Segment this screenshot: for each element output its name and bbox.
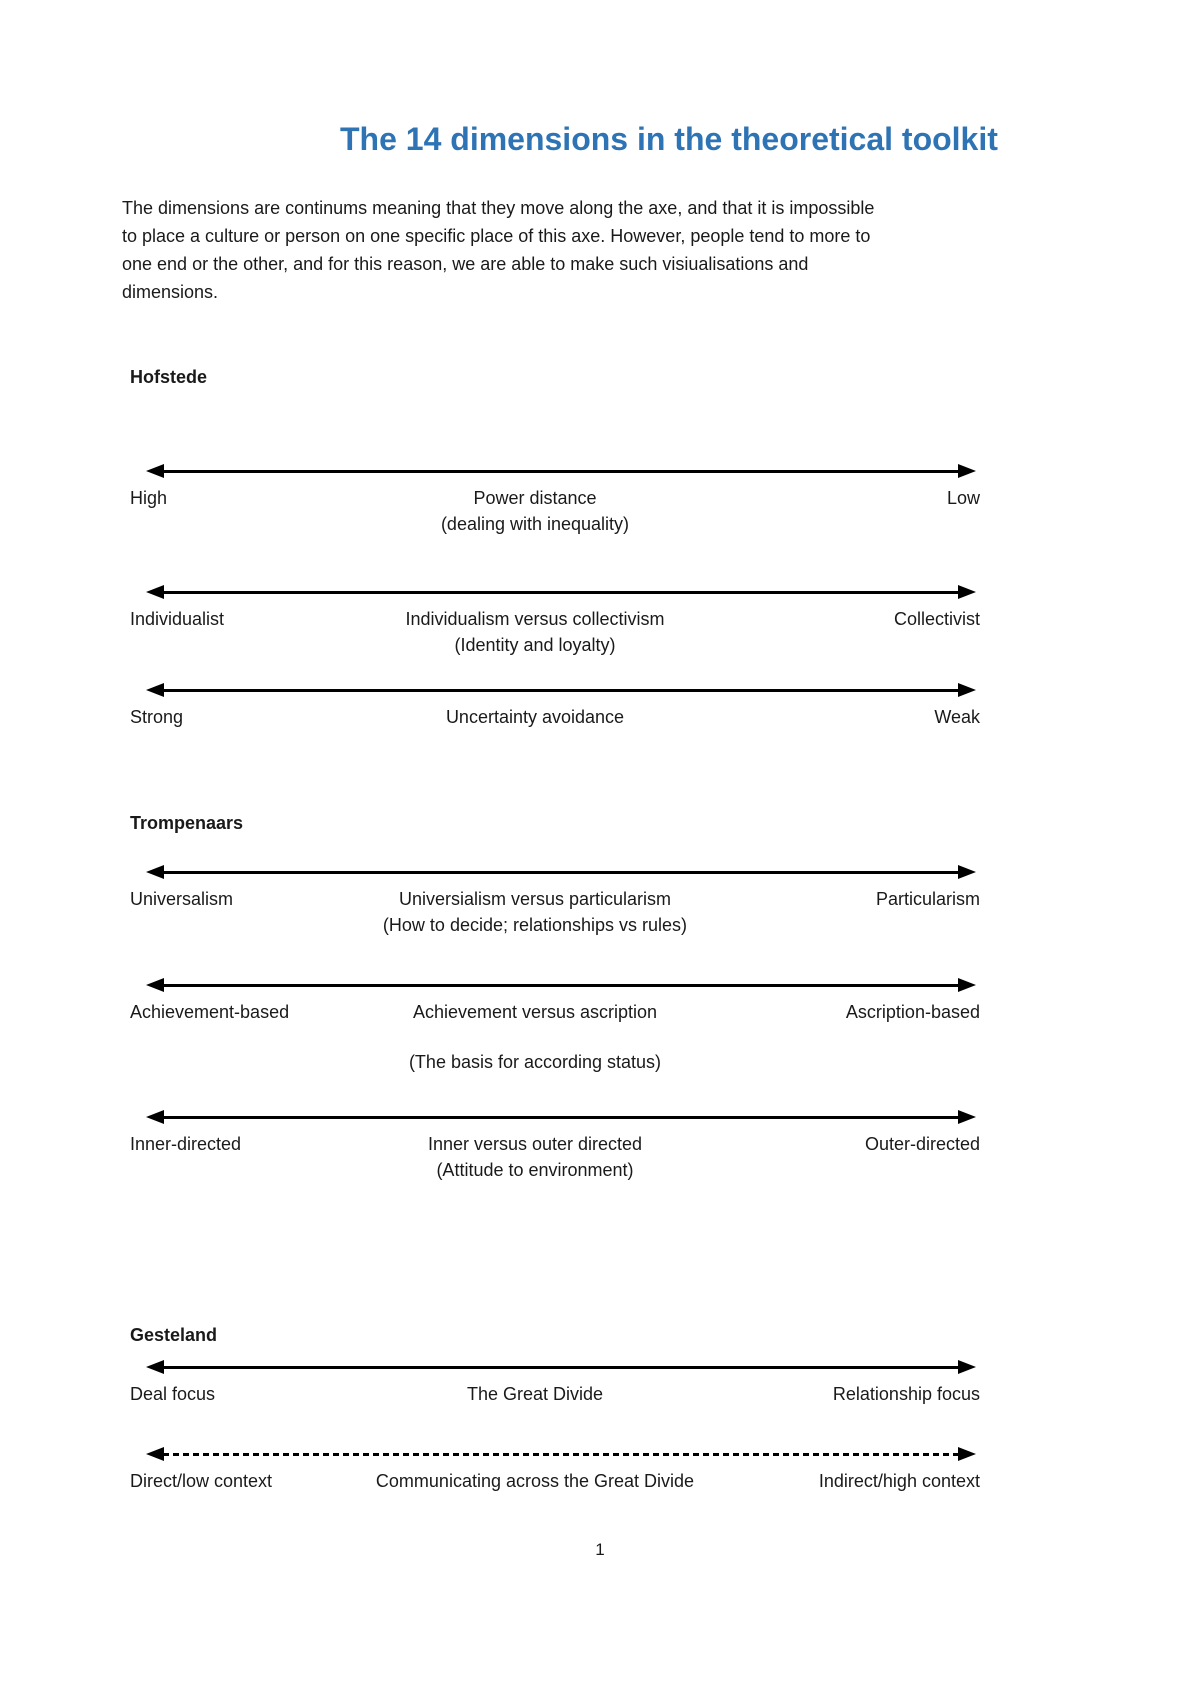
intro-paragraph: The dimensions are continums meaning tha…	[122, 194, 1078, 306]
arrow-shaft	[163, 983, 959, 987]
right-pole-label: Relationship focus	[832, 1384, 980, 1404]
dimension-sublabel: (How to decide; relationships vs rules)	[382, 915, 688, 935]
dimension-label: Individualism versus collectivism	[405, 609, 665, 629]
intro-line: dimensions.	[122, 282, 219, 302]
intro-line: The dimensions are continums meaning tha…	[122, 198, 875, 218]
left-arrowhead-icon	[146, 865, 164, 879]
dimension-label: Achievement versus ascription	[412, 1002, 658, 1022]
left-arrowhead-icon	[146, 1447, 164, 1461]
arrow-shaft	[163, 1452, 959, 1456]
continuum-row-inner-outer: Inner-directed Inner versus outer direct…	[130, 1109, 980, 1183]
left-pole-label: Individualist	[130, 609, 225, 629]
left-pole-label: Universalism	[130, 889, 234, 909]
page-title: The 14 dimensions in the theoretical too…	[340, 121, 998, 157]
intro-line: one end or the other, and for this reaso…	[122, 254, 809, 274]
continuum-row-achievement: Achievement-based Achievement versus asc…	[130, 977, 980, 1075]
section-gesteland: Gesteland Deal focus The Great Divide Re…	[122, 1324, 1078, 1494]
left-arrowhead-icon	[146, 1360, 164, 1374]
section-heading-gesteland: Gesteland	[130, 1325, 218, 1345]
dimension-label: The Great Divide	[466, 1384, 604, 1404]
dimension-sublabel: (Attitude to environment)	[436, 1160, 634, 1180]
right-arrowhead-icon	[958, 585, 976, 599]
continuum-arrow	[146, 1109, 976, 1125]
continuum-row-universalism: Universalism Universialism versus partic…	[130, 864, 980, 938]
arrow-shaft	[163, 688, 959, 692]
right-arrowhead-icon	[958, 978, 976, 992]
section-trompenaars: Trompenaars Universalism Universialism v…	[122, 812, 1078, 1183]
continuum-arrow	[146, 682, 976, 698]
continuum-arrow	[146, 977, 976, 993]
continuum-arrow	[146, 864, 976, 880]
continuum-dashed-arrow	[146, 1446, 976, 1462]
right-pole-label: Particularism	[875, 889, 980, 909]
section-hofstede: Hofstede High Power distance (dealing wi…	[122, 366, 1078, 730]
dimension-label-block: Individualism versus collectivism (Ident…	[405, 606, 664, 658]
left-pole-label: Deal focus	[130, 1384, 216, 1404]
left-arrowhead-icon	[146, 464, 164, 478]
right-arrowhead-icon	[958, 464, 976, 478]
right-arrowhead-icon	[958, 683, 976, 697]
continuum-arrow	[146, 1359, 976, 1375]
arrow-shaft	[163, 870, 959, 874]
dimension-label-block: Power distance (dealing with inequality)	[441, 485, 629, 537]
dimension-sublabel: (Identity and loyalty)	[454, 635, 616, 655]
arrow-shaft	[163, 590, 959, 594]
dimension-label-block: Achievement versus ascription (The basis…	[409, 999, 661, 1075]
continuum-row-individualism: Individualist Individualism versus colle…	[130, 584, 980, 658]
left-arrowhead-icon	[146, 1110, 164, 1124]
left-pole-label: Inner-directed	[130, 1134, 242, 1154]
left-pole-label: Achievement-based	[130, 1002, 290, 1022]
right-pole-label: Ascription-based	[845, 1002, 980, 1022]
dimension-label: Universialism versus particularism	[398, 889, 672, 909]
dimension-sublabel: (dealing with inequality)	[440, 514, 630, 534]
dimension-label-block: Universialism versus particularism (How …	[383, 886, 687, 938]
right-arrowhead-icon	[958, 1447, 976, 1461]
right-arrowhead-icon	[958, 1360, 976, 1374]
dimension-label: Inner versus outer directed	[427, 1134, 643, 1154]
continuum-row-uncertainty-avoidance: Strong Uncertainty avoidance Weak	[130, 682, 980, 730]
left-pole-label: Strong	[130, 707, 184, 727]
trompenaars-diagrams: Universalism Universialism versus partic…	[130, 864, 980, 1183]
left-arrowhead-icon	[146, 585, 164, 599]
continuum-arrow	[146, 463, 976, 479]
arrow-shaft	[163, 469, 959, 473]
left-arrowhead-icon	[146, 978, 164, 992]
left-arrowhead-icon	[146, 683, 164, 697]
gesteland-diagrams: Deal focus The Great Divide Relationship…	[130, 1359, 980, 1494]
dimension-label: Power distance	[473, 488, 597, 508]
right-arrowhead-icon	[958, 1110, 976, 1124]
intro-line: to place a culture or person on one spec…	[122, 226, 871, 246]
dimension-label: Uncertainty avoidance	[445, 707, 625, 727]
arrow-shaft	[163, 1365, 959, 1369]
right-pole-label: Outer-directed	[864, 1134, 980, 1154]
right-arrowhead-icon	[958, 865, 976, 879]
continuum-row-communicating: Direct/low context Communicating across …	[130, 1446, 980, 1494]
continuum-row-great-divide: Deal focus The Great Divide Relationship…	[130, 1359, 980, 1407]
continuum-arrow	[146, 584, 976, 600]
right-pole-label: Weak	[934, 707, 980, 727]
section-heading-hofstede: Hofstede	[130, 367, 208, 387]
right-pole-label: Indirect/high context	[818, 1471, 980, 1491]
dimension-sublabel: (The basis for according status)	[408, 1052, 662, 1072]
page-number: 1	[595, 1540, 605, 1559]
left-pole-label: High	[130, 488, 168, 508]
dimension-label: Communicating across the Great Divide	[375, 1471, 695, 1491]
continuum-row-power-distance: High Power distance (dealing with inequa…	[130, 463, 980, 537]
section-heading-trompenaars: Trompenaars	[130, 813, 244, 833]
right-pole-label: Low	[946, 488, 980, 508]
arrow-shaft	[163, 1115, 959, 1119]
hofstede-diagrams: High Power distance (dealing with inequa…	[130, 463, 980, 730]
left-pole-label: Direct/low context	[130, 1471, 273, 1491]
dimension-label-block: Inner versus outer directed (Attitude to…	[428, 1131, 642, 1183]
right-pole-label: Collectivist	[893, 609, 980, 629]
